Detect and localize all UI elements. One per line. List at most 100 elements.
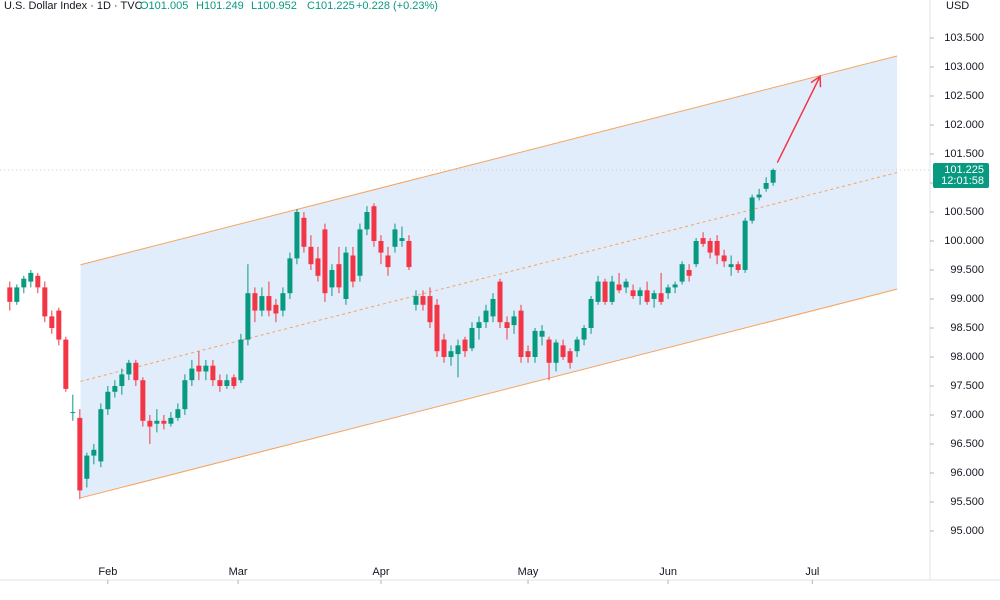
candle-body: [476, 322, 482, 328]
candle-body: [763, 182, 769, 189]
channel-upper: [80, 55, 898, 266]
symbol: U.S. Dollar Index · 1D · TVC: [4, 0, 143, 12]
candle-body: [665, 287, 671, 294]
candle-body: [707, 240, 713, 253]
candle-body: [378, 240, 384, 253]
candle-body: [231, 377, 237, 386]
candle-body: [112, 385, 118, 392]
candle-body: [728, 264, 734, 268]
candle-body: [532, 330, 538, 357]
candle-body: [77, 417, 83, 491]
candle-body: [413, 296, 419, 305]
candle-body: [161, 420, 167, 424]
candle-body: [749, 197, 755, 221]
header: U.S. Dollar Index · 1D · TVC O101.005 H1…: [4, 0, 438, 12]
candle-body: [280, 293, 286, 311]
candle-body: [546, 339, 552, 363]
candle-body: [651, 293, 657, 299]
candle-body: [84, 455, 90, 479]
candle-body: [245, 293, 251, 340]
candle-body: [518, 310, 524, 357]
open: O101.005: [140, 0, 188, 12]
y-tick-label: 98.500: [950, 322, 984, 334]
y-tick-label: 103.000: [944, 61, 984, 73]
candle-body: [329, 269, 335, 288]
candle-body: [567, 351, 573, 363]
close: C101.225: [307, 0, 355, 12]
candle-body: [574, 339, 580, 352]
candle-body: [588, 298, 594, 328]
candle-body: [168, 417, 174, 424]
candle-body: [308, 246, 314, 265]
candle-body: [392, 229, 398, 247]
candle-body: [119, 374, 125, 386]
price-tag: [933, 162, 989, 188]
candle-body: [294, 211, 300, 259]
x-tick-label: Jul: [805, 566, 819, 578]
candle-body: [434, 304, 440, 352]
candle-body: [714, 240, 720, 256]
y-tick-label: 96.500: [950, 438, 984, 450]
candle-body: [427, 296, 433, 323]
candle-body: [238, 339, 244, 381]
candle-body: [357, 229, 363, 276]
candle-body: [266, 296, 272, 311]
candle-body: [42, 287, 48, 317]
high: H101.249: [196, 0, 244, 12]
candle-body: [448, 351, 454, 357]
candle-body: [210, 365, 216, 381]
candle-body: [154, 420, 160, 424]
candle-body: [126, 362, 132, 375]
candle-body: [98, 409, 104, 462]
candle-body: [385, 255, 391, 268]
y-tick-label: 101.500: [944, 148, 984, 160]
candle-body: [539, 330, 545, 337]
y-tick-label: 99.000: [950, 293, 984, 305]
candle-body: [595, 281, 601, 302]
y-tick-label: 100.500: [944, 206, 984, 218]
candle-body: [637, 290, 643, 297]
candle-body: [182, 380, 188, 410]
candle-body: [504, 322, 510, 328]
y-tick-label: 97.000: [950, 409, 984, 421]
candle-body: [497, 281, 503, 323]
candle-body: [322, 229, 328, 294]
candle-body: [7, 287, 13, 302]
x-tick-label: Jun: [659, 566, 677, 578]
candle-body: [511, 316, 517, 326]
candle-body: [525, 351, 531, 357]
candle-body: [287, 258, 293, 294]
candle-body: [196, 365, 202, 372]
candle-body: [91, 449, 97, 456]
candle-body: [224, 380, 230, 386]
candle-body: [189, 368, 195, 381]
candle-body: [553, 342, 559, 363]
candle-body: [147, 420, 153, 427]
candle-body: [371, 206, 377, 241]
y-tick-label: 97.500: [950, 380, 984, 392]
y-tick-label: 102.000: [944, 119, 984, 131]
candle-body: [560, 345, 566, 357]
candle-body: [581, 327, 587, 340]
change: +0.228 (+0.23%): [356, 0, 438, 12]
candle-body: [721, 255, 727, 262]
candle-body: [140, 380, 146, 421]
candle-body: [644, 290, 650, 302]
y-tick-label: 95.500: [950, 496, 984, 508]
candle-body: [259, 296, 265, 311]
candle-body: [315, 258, 321, 276]
trend-arrow: [776, 74, 822, 164]
candle-body: [483, 310, 489, 323]
candle-body: [672, 284, 678, 288]
y-tick-label: 100.000: [944, 235, 984, 247]
candle-body: [364, 211, 370, 230]
candle-body: [462, 339, 468, 352]
candle-body: [469, 327, 475, 349]
candle-body: [301, 217, 307, 247]
candle-body: [21, 278, 27, 288]
candle-body: [455, 345, 461, 355]
countdown: 12:01:58: [941, 175, 984, 187]
candle-body: [420, 296, 426, 305]
channel-lower: [80, 288, 898, 499]
candle-body: [658, 293, 664, 302]
